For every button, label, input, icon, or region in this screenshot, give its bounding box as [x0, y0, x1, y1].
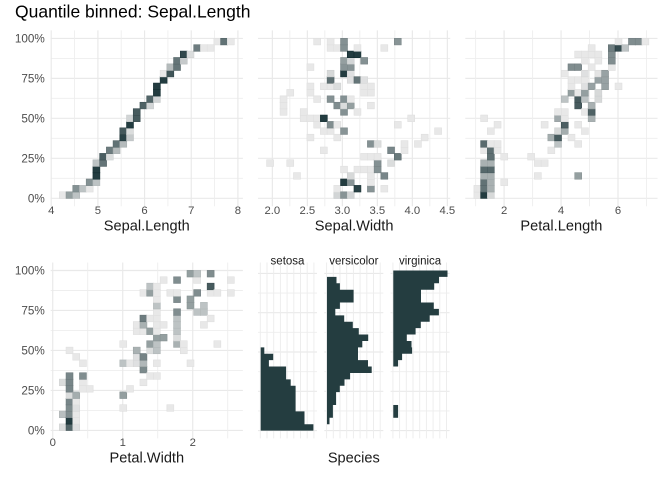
svg-text:Quantile binned: Sepal.Length: Quantile binned: Sepal.Length — [15, 2, 250, 22]
svg-text:2: 2 — [501, 205, 507, 217]
svg-text:4.5: 4.5 — [439, 205, 455, 217]
svg-text:1: 1 — [120, 437, 126, 449]
svg-text:6: 6 — [141, 205, 147, 217]
svg-text:0%: 0% — [28, 425, 45, 438]
svg-text:100%: 100% — [15, 33, 45, 46]
svg-text:50%: 50% — [21, 345, 44, 358]
svg-text:3.5: 3.5 — [369, 205, 385, 217]
svg-text:25%: 25% — [21, 385, 44, 398]
svg-text:6: 6 — [615, 205, 621, 217]
svg-text:7: 7 — [188, 205, 194, 217]
svg-text:3.0: 3.0 — [334, 205, 350, 217]
svg-text:Sepal.Width: Sepal.Width — [315, 218, 394, 234]
svg-text:Petal.Width: Petal.Width — [109, 450, 184, 466]
svg-text:25%: 25% — [21, 153, 44, 166]
svg-text:virginica: virginica — [399, 255, 442, 267]
svg-text:versicolor: versicolor — [329, 255, 378, 267]
svg-text:2: 2 — [190, 437, 196, 449]
svg-text:100%: 100% — [15, 265, 45, 278]
svg-text:4.0: 4.0 — [404, 205, 420, 217]
svg-text:Petal.Length: Petal.Length — [520, 218, 602, 234]
svg-text:0%: 0% — [28, 193, 45, 206]
svg-text:75%: 75% — [21, 305, 44, 318]
svg-text:50%: 50% — [21, 113, 44, 126]
svg-text:Sepal.Length: Sepal.Length — [104, 218, 190, 234]
svg-text:5: 5 — [95, 205, 101, 217]
svg-text:4: 4 — [558, 205, 564, 217]
svg-text:75%: 75% — [21, 73, 44, 86]
svg-text:Species: Species — [328, 450, 380, 466]
svg-text:2.5: 2.5 — [299, 205, 315, 217]
svg-text:8: 8 — [235, 205, 241, 217]
svg-text:0: 0 — [50, 437, 56, 449]
svg-text:4: 4 — [48, 205, 54, 217]
svg-text:2.0: 2.0 — [264, 205, 280, 217]
svg-text:setosa: setosa — [271, 255, 305, 267]
